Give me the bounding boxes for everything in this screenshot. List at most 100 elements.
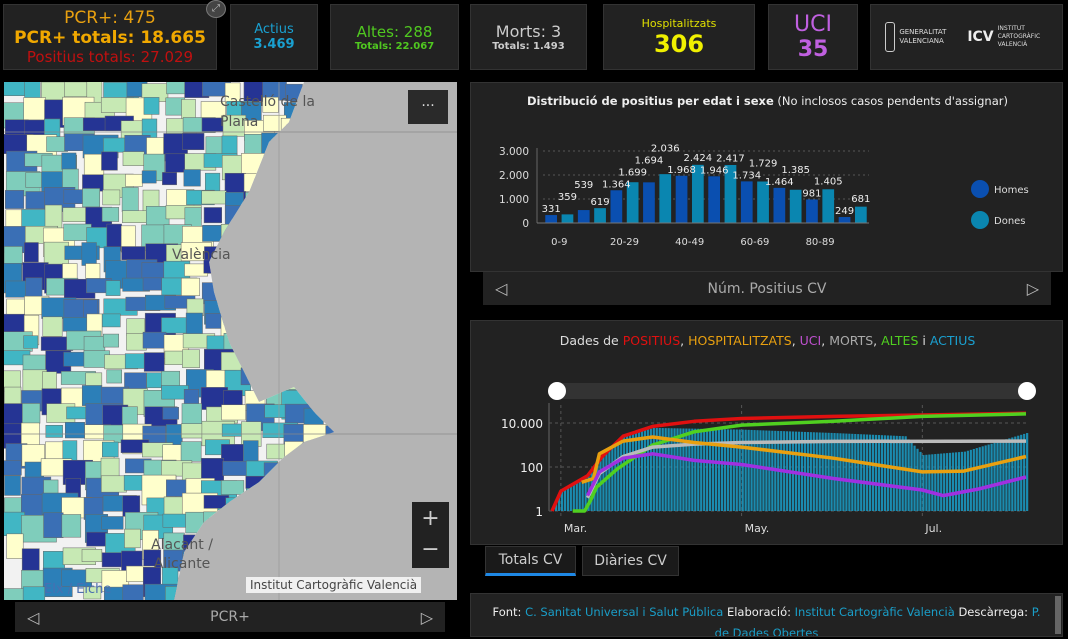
actius-bar [922, 455, 925, 511]
actius-bar [910, 442, 913, 511]
y-tick-label: 3.000 [499, 146, 529, 158]
x-tick-label: 60-69 [740, 237, 769, 248]
bar-value-label: 1.385 [781, 165, 810, 176]
municipality [121, 187, 139, 213]
expand-icon[interactable]: ⤢ [206, 0, 226, 18]
title-part: , [791, 333, 800, 348]
municipality [125, 173, 143, 187]
actius-bar [863, 434, 866, 511]
actius-bar [664, 428, 667, 511]
map-label-castello: Castelló de la Plana [220, 94, 315, 130]
map-menu-button[interactable]: ··· [408, 90, 448, 124]
elaboration-link[interactable]: Institut Cartogràfic Valencià [794, 605, 955, 619]
actius-bar [711, 429, 715, 511]
zoom-out-button[interactable]: − [412, 535, 449, 568]
zoom-in-button[interactable]: + [412, 502, 449, 535]
actius-bar [623, 436, 626, 511]
bar-homes [577, 210, 590, 223]
bar-value-label: 1.946 [700, 165, 729, 176]
municipality [182, 133, 205, 151]
actius-bar [649, 428, 652, 511]
municipality [101, 313, 121, 328]
actius-bar [839, 433, 842, 511]
y-tick-label: 1 [535, 505, 543, 519]
positius-totals: Positius totals: 27.029 [26, 48, 194, 66]
actius-bar [800, 431, 804, 511]
actius-bar [972, 448, 975, 511]
actius-bar [557, 497, 561, 511]
map-view[interactable]: Castelló de la Plana València Alacant / … [4, 82, 457, 600]
municipality [4, 190, 25, 209]
bar-dones [789, 189, 802, 223]
municipality [244, 134, 265, 156]
actius-card: Actius 3.469 [230, 4, 318, 70]
actius-bar [857, 434, 860, 511]
actius-bar [679, 428, 682, 511]
prev-layer-button[interactable]: ◁ [27, 607, 40, 627]
actius-bar [987, 444, 990, 511]
altes-daily: Altes: 288 [356, 22, 433, 41]
actius-bar [682, 428, 685, 511]
actius-bar [560, 491, 564, 511]
next-chart-button[interactable]: ▷ [1026, 279, 1039, 298]
title-part: UCI [799, 333, 822, 348]
actius-bar [889, 435, 892, 511]
series-positius [550, 411, 1027, 512]
prev-chart-button[interactable]: ◁ [495, 279, 508, 298]
actius-bar [824, 432, 827, 511]
actius-bar [685, 428, 688, 511]
actius-bar [673, 428, 676, 511]
actius-bar [646, 429, 649, 511]
municipality [122, 151, 145, 166]
line-chart: 1 100 10.000 Mar. May. Jul. [501, 382, 1036, 535]
bar-value-label: 681 [851, 194, 870, 205]
actius-bar [768, 430, 771, 511]
range-slider-track [557, 383, 1027, 399]
title-part: ALTES [881, 333, 919, 348]
x-tick-label: 20-29 [610, 237, 639, 248]
municipality [126, 318, 146, 336]
municipality [22, 403, 41, 424]
x-tick-label: Jul. [924, 522, 942, 535]
footer-scrollbar[interactable] [1055, 596, 1061, 634]
actius-bar [691, 428, 694, 511]
municipality [181, 423, 203, 439]
actius-bar [949, 452, 952, 511]
actius-bar [608, 450, 611, 511]
municipality [183, 169, 201, 187]
actius-bar [759, 430, 762, 511]
actius-bar [1008, 438, 1011, 511]
actius-bar [851, 433, 854, 511]
bar-homes [838, 217, 851, 223]
title-part: MORTS [829, 333, 874, 348]
chart-nav: ◁ Núm. Positius CV ▷ [483, 272, 1051, 305]
download-link[interactable]: P. de Dades Obertes [714, 605, 1041, 637]
actius-bar [640, 431, 644, 511]
source-link[interactable]: C. Sanitat Universal i Salut Pública [525, 605, 724, 619]
tab-totals[interactable]: Totals CV [485, 546, 576, 576]
actius-bar [943, 453, 946, 511]
morts-card: Morts: 3 Totals: 1.493 [470, 4, 587, 70]
title-part: , [680, 333, 689, 348]
bar-dones [626, 182, 639, 223]
y-tick-label: 100 [520, 461, 543, 475]
actius-bar [809, 432, 812, 511]
pcr-daily: PCR+: 475 [64, 8, 156, 28]
actius-bar [833, 433, 836, 511]
next-layer-button[interactable]: ▷ [420, 607, 433, 627]
municipality [262, 96, 279, 113]
actius-bar [963, 451, 967, 511]
pcr-totals: PCR+ totals: 18.665 [14, 28, 206, 48]
actius-bar [975, 448, 978, 511]
actius-bar [1026, 433, 1029, 511]
gva-emblem-icon [885, 22, 896, 52]
choropleth-map[interactable] [4, 82, 457, 600]
uci-label: UCI [794, 11, 832, 37]
y-tick-label: 2.000 [499, 170, 529, 182]
tab-diaries[interactable]: Diàries CV [582, 546, 679, 576]
actius-bar [694, 428, 697, 511]
actius-bar [1005, 439, 1008, 511]
actius-bar [670, 428, 673, 511]
actius-bar [937, 453, 940, 511]
municipality [143, 352, 165, 372]
